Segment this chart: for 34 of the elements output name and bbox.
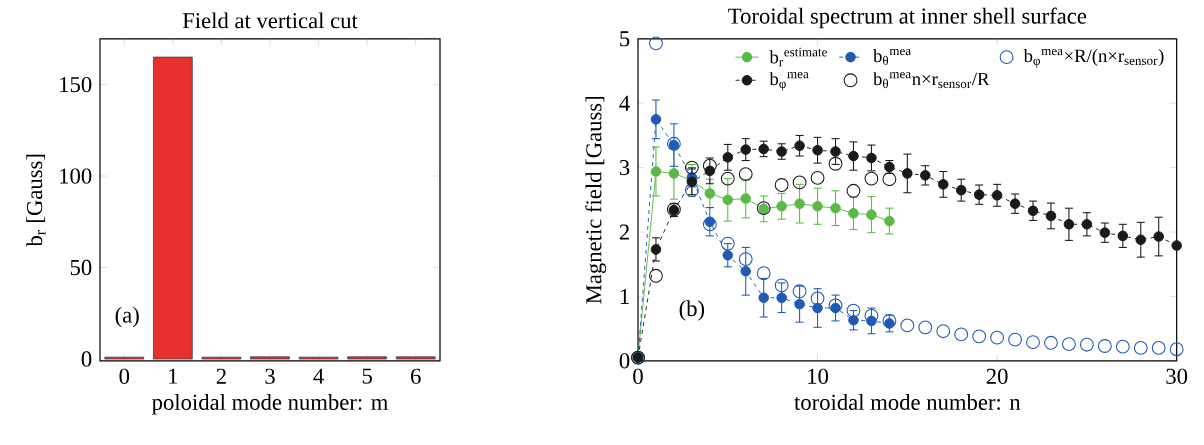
annotation: (b): [679, 300, 705, 321]
x-tick-label: 1: [169, 368, 178, 384]
y-tick-label: 100: [60, 168, 92, 184]
y-tick-label: 1: [620, 289, 629, 304]
annotation: (a): [115, 306, 139, 328]
legend-label: b$_{φ}$mea: [769, 72, 809, 91]
y-tick-label: 0: [619, 353, 630, 369]
x-axis-title: poloidal mode number: m: [152, 394, 389, 415]
x-tick-label: 30: [1166, 368, 1188, 385]
y-tick-label: 50: [70, 259, 92, 276]
x-tick-label: 0: [633, 368, 643, 385]
x-tick-label: 2: [216, 368, 226, 384]
y-axis-title: Magnetic field [Gauss]: [585, 97, 607, 304]
y-tick-label: 5: [620, 31, 630, 47]
x-tick-label: 4: [313, 368, 324, 384]
chart-title: Field at vertical cut: [182, 12, 358, 29]
legend-label: b$_{φ}$$^{mea}$×R/(n×r$_{sensor}$): [1023, 48, 1164, 68]
x-axis-title: toroidal mode number: n: [794, 394, 1021, 411]
y-tick-label: 0: [81, 351, 92, 367]
y-axis-title: b$_{r}$ [Gauss]: [26, 154, 46, 247]
y-tick-label: 4: [619, 95, 630, 111]
legend-label: b$_{θ}$$^{mea}$n×r$_{sensor}$/R: [873, 72, 990, 89]
y-tick-label: 150: [60, 77, 92, 93]
x-tick-label: 6: [411, 368, 421, 384]
legend-label: b$_{θ}$mea: [873, 48, 911, 66]
x-tick-label: 5: [362, 368, 372, 384]
chart-title: Toroidal spectrum at inner shell surface: [728, 7, 1087, 29]
x-tick-label: 3: [265, 368, 275, 384]
y-tick-label: 3: [619, 160, 630, 176]
y-tick-label: 2: [619, 224, 629, 240]
x-tick-label: 20: [986, 368, 1008, 385]
x-tick-label: 10: [808, 368, 829, 385]
x-tick-label: 0: [119, 368, 130, 385]
legend-label: b$_{r}$estimate: [769, 47, 827, 67]
